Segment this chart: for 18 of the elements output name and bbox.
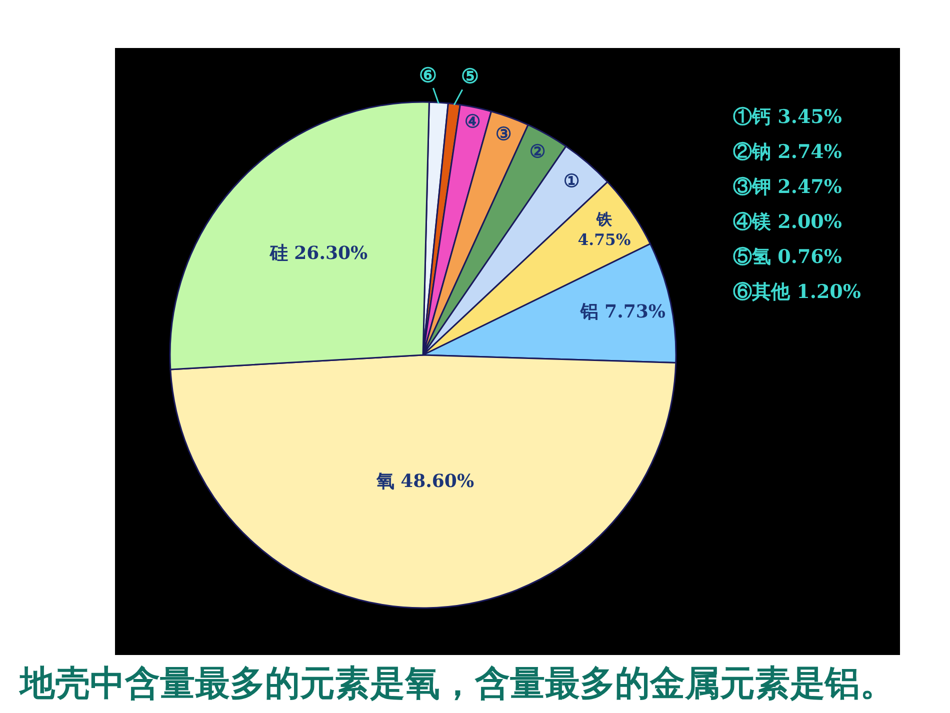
slice-label: ② <box>530 142 546 163</box>
data-label: 4.75% <box>578 230 631 249</box>
slice-label: 铁 <box>595 209 614 228</box>
text: ①钙 3.45% <box>733 106 842 128</box>
text: ③钾 2.47% <box>733 176 842 198</box>
slice-label: ④ <box>464 112 481 133</box>
text: ⑤氢 0.76% <box>733 246 842 268</box>
text: ⑥其他 1.20% <box>733 281 861 303</box>
slice-label: 氧 48.60% <box>375 471 474 492</box>
text: 地壳中含量最多的元素是氧，含量最多的金属元素是铝。 <box>18 663 895 704</box>
slice-label: 铝 7.73% <box>579 302 666 323</box>
slice-label: ③ <box>496 124 512 146</box>
slice-label: ① <box>564 171 580 192</box>
slice-label: ⑥ <box>419 63 437 87</box>
slice-label: 硅 26.30% <box>268 243 368 264</box>
text: ④镁 2.00% <box>733 211 842 233</box>
text: ②钠 2.74% <box>733 141 842 163</box>
slice-label: ⑤ <box>461 64 479 88</box>
